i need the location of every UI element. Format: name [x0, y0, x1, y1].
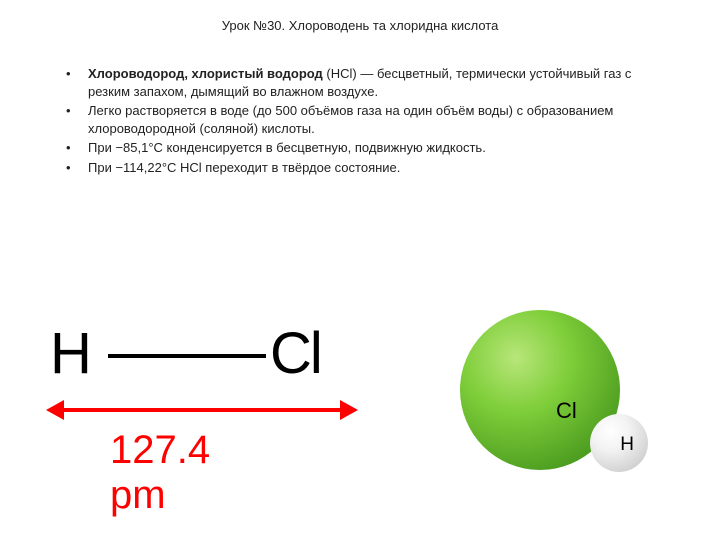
arrow-shaft: [60, 408, 344, 412]
molecule-3d-model: Cl H: [460, 310, 640, 490]
arrow-head-right: [340, 400, 358, 420]
bond-length-value: 127.4 pm: [110, 428, 210, 518]
atom-h-label: H: [50, 320, 90, 387]
bold-term: Хлороводород, хлористый водород: [88, 66, 323, 81]
hydrogen-3d-label: H: [620, 434, 634, 456]
bullet-item-2: Легко растворяется в воде (до 500 объёмо…: [60, 102, 660, 137]
hydrogen-sphere: [590, 414, 648, 472]
bullet-item-1: Хлороводород, хлористый водород (HCl) — …: [60, 65, 660, 100]
diagram-area: H Cl 127.4 pm Cl H: [0, 280, 720, 540]
slide-title: Урок №30. Хлороводень та хлоридна кислот…: [0, 0, 720, 33]
content-area: Хлороводород, хлористый водород (HCl) — …: [0, 33, 720, 176]
bullet-item-3: При −85,1°C конденсируется в бесцветную,…: [60, 139, 660, 157]
bullet-item-4: При −114,22°C HCl переходит в твёрдое со…: [60, 159, 660, 177]
atom-cl-label: Cl: [270, 320, 321, 387]
chlorine-3d-label: Cl: [556, 398, 577, 424]
bond-line: [108, 354, 266, 358]
dimension-arrow: [46, 400, 358, 420]
bullet-list: Хлороводород, хлористый водород (HCl) — …: [60, 65, 660, 176]
